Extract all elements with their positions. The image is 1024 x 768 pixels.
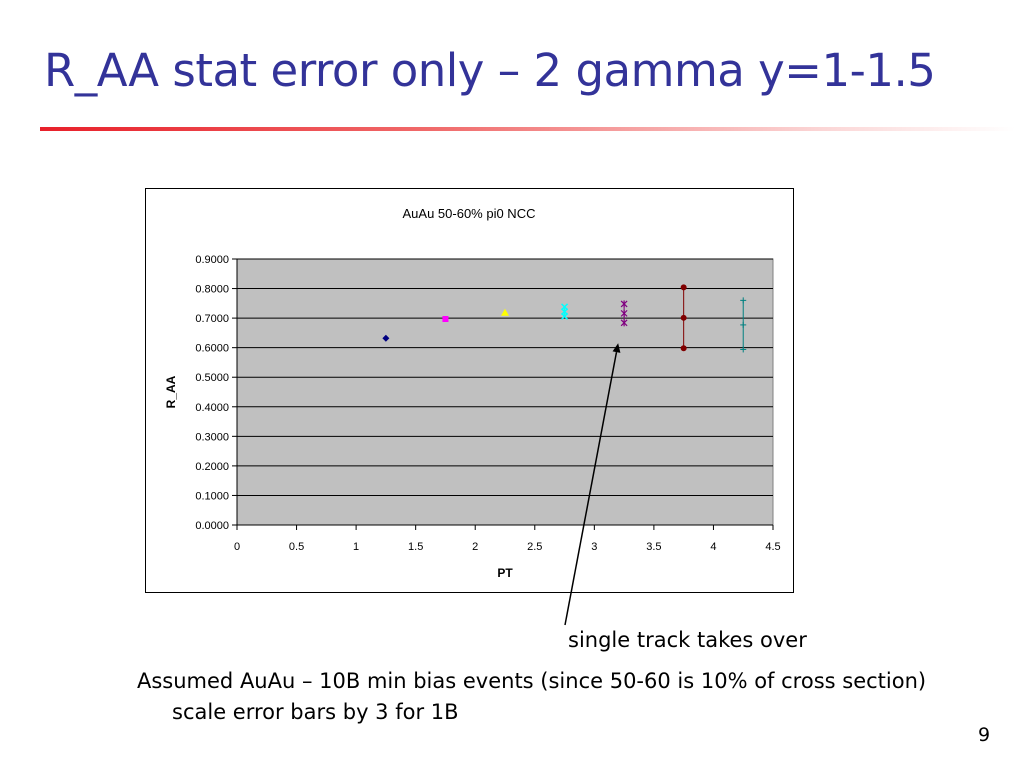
data-points	[382, 284, 747, 353]
annotation-arrow	[564, 351, 618, 626]
x-axis-ticks: 0 0.5 1 1.5 2 2.5 3 3.5 4 4.5	[234, 525, 781, 553]
diamond-marker	[382, 334, 390, 342]
y-tick-label: 0.8000	[195, 284, 229, 296]
circle-marker	[680, 314, 687, 321]
data-point-5	[620, 300, 628, 327]
y-tick-label: 0.9000	[195, 254, 229, 266]
square-marker	[442, 315, 449, 322]
data-point-7	[740, 297, 747, 353]
body-text-line-1: Assumed AuAu – 10B min bias events (sinc…	[137, 669, 927, 693]
cross-marker	[561, 303, 569, 311]
x-tick-label: 1	[353, 541, 359, 553]
page-number: 9	[978, 724, 991, 746]
x-tick-label: 0.5	[289, 541, 304, 553]
circle-marker	[680, 284, 687, 291]
x-tick-label: 2.5	[527, 541, 542, 553]
data-point-4	[561, 303, 569, 320]
circle-marker	[680, 345, 687, 352]
y-tick-label: 0.6000	[195, 343, 229, 355]
data-point-6	[680, 284, 687, 352]
x-tick-label: 4	[710, 541, 716, 553]
slide-title: R_AA stat error only – 2 gamma y=1-1.5	[44, 44, 936, 97]
y-tick-label: 0.5000	[195, 372, 229, 384]
y-tick-label: 0.1000	[195, 490, 229, 502]
x-tick-label: 1.5	[408, 541, 423, 553]
x-axis-label: PT	[497, 566, 513, 580]
title-underline	[40, 127, 1015, 131]
axes	[236, 259, 773, 526]
cross-marker	[561, 312, 569, 320]
y-tick-label: 0.7000	[195, 313, 229, 325]
triangle-marker	[501, 308, 509, 316]
data-point-2	[442, 315, 449, 322]
x-tick-label: 2	[472, 541, 478, 553]
y-axis-label: R_AA	[164, 375, 178, 408]
chart: AuAu 50-60% pi0 NCC 0.00000.10000.20000.…	[164, 206, 781, 626]
data-point-1	[382, 334, 390, 342]
y-tick-label: 0.3000	[195, 431, 229, 443]
y-axis-ticks: 0.0000 0.1000 0.2000 0.3000 0.4000 0.5000 0.60…	[195, 254, 237, 532]
y-tick-label: 0.4000	[195, 402, 229, 414]
x-tick-label: 3.5	[646, 541, 661, 553]
annotation-arrowhead	[612, 343, 621, 353]
x-tick-label: 4.5	[765, 541, 780, 553]
x-tick-label: 3	[591, 541, 597, 553]
data-point-3	[501, 308, 509, 316]
chart-title: AuAu 50-60% pi0 NCC	[403, 206, 536, 221]
annotation-label: single track takes over	[568, 628, 807, 652]
y-tick-label: 0.0000	[195, 520, 229, 532]
body-text-line-2: scale error bars by 3 for 1B	[172, 700, 459, 724]
x-tick-label: 0	[234, 541, 240, 553]
plot-area	[236, 258, 774, 526]
y-tick-label: 0.2000	[195, 461, 229, 473]
